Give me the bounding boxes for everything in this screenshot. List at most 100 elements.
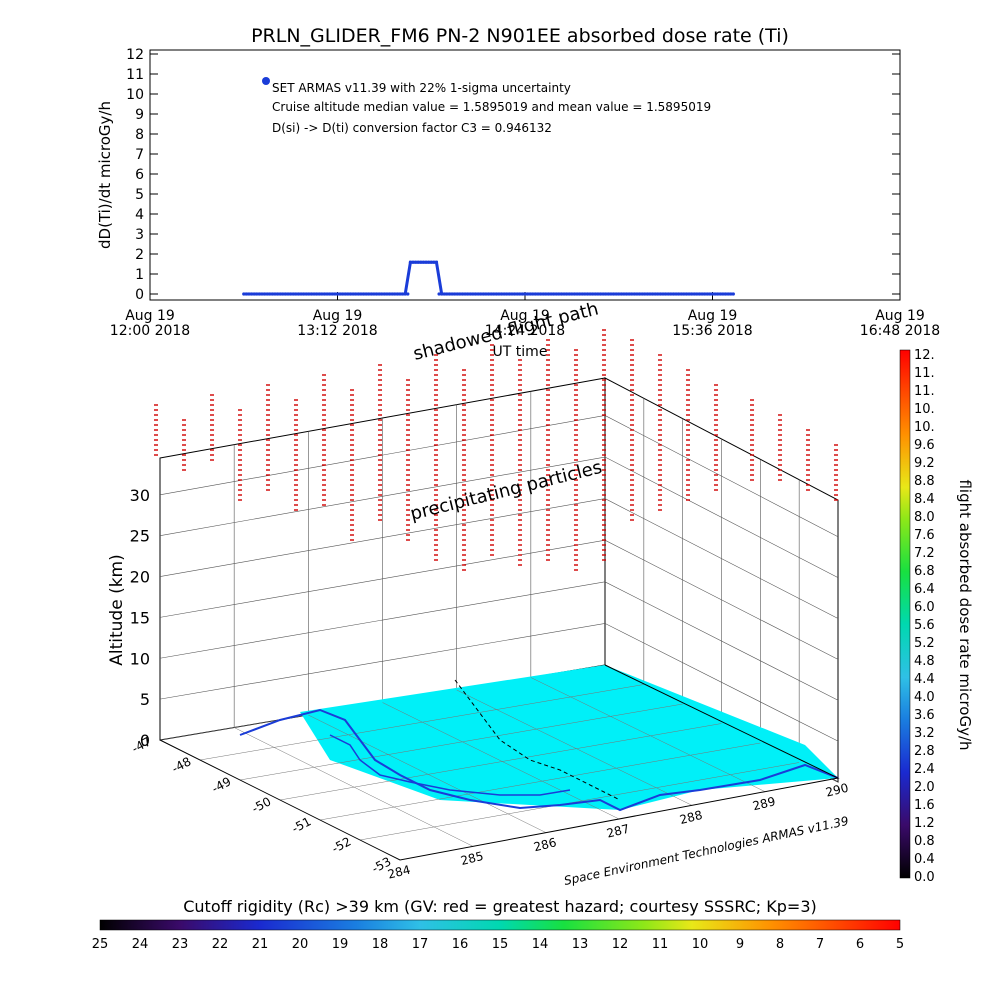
dose-rate-point: [536, 292, 540, 296]
dose-rate-point: [669, 292, 673, 296]
rigidity-colorbar-tick: 9: [736, 937, 744, 952]
dose-rate-line: [243, 260, 734, 296]
rigidity-colorbar-tick: 23: [172, 937, 189, 952]
altitude-tick-label: 0: [140, 731, 150, 750]
dose-colorbar-tick: 3.2: [914, 726, 935, 741]
dose-rate-point: [289, 292, 293, 296]
dose-rate-point: [361, 292, 366, 296]
dose-rate-point: [588, 292, 592, 296]
dose-rate-point: [703, 292, 707, 296]
dose-rate-point: [552, 292, 556, 296]
dose-rate-point: [450, 292, 454, 296]
dose-colorbar: [899, 349, 911, 879]
dose-rate-point: [406, 292, 410, 296]
dose-rate-point: [479, 292, 483, 296]
floor-gridline: [239, 703, 683, 781]
longitude-tick-label: 289: [751, 794, 777, 813]
dose-rate-point: [726, 292, 730, 296]
dose-colorbar-tick: 7.6: [914, 528, 935, 543]
dose-rate-point: [562, 292, 566, 296]
dose-rate-point: [640, 292, 644, 296]
dose-rate-point: [567, 292, 571, 296]
top-y-tick-label: 0: [135, 287, 144, 303]
top-x-tick-time: 12:00 2018: [110, 323, 190, 339]
top-x-axis-label: UT time: [493, 344, 548, 360]
floor-gridline: [234, 727, 474, 847]
dose-rate-point: [481, 292, 485, 296]
dose-rate-point: [401, 292, 405, 296]
dose-rate-point: [374, 292, 379, 296]
dose-rate-point: [244, 292, 248, 296]
dose-rate-point: [273, 292, 277, 296]
floor-gridline: [279, 723, 722, 801]
dose-colorbar-tick: 8.4: [914, 492, 935, 507]
dose-rate-point: [335, 292, 340, 296]
dose-rate-point: [549, 292, 553, 296]
dose-colorbar-tick: 12.: [914, 348, 935, 363]
top-x-tick-time: 14:24 2018: [485, 323, 565, 339]
dose-rate-point: [242, 292, 246, 296]
annotation-3: D(si) -> D(ti) conversion factor C3 = 0.…: [272, 121, 552, 135]
dose-colorbar-tick: 4.4: [914, 672, 935, 687]
dose-rate-point: [414, 260, 418, 264]
rigidity-colorbar-tick: 10: [692, 937, 709, 952]
dose-rate-point: [265, 292, 269, 296]
dose-rate-point: [380, 292, 384, 296]
dose-rate-point: [403, 292, 407, 296]
dose-colorbar-tick: 2.8: [914, 744, 935, 759]
dose-rate-point: [460, 292, 465, 296]
dose-rate-point: [354, 292, 358, 296]
annotation-1: SET ARMAS v11.39 with 22% 1-sigma uncert…: [272, 81, 571, 95]
dose-rate-point: [416, 260, 420, 264]
floor-gridline: [319, 742, 761, 821]
dose-rate-point: [591, 292, 595, 296]
dose-rate-point: [494, 292, 498, 296]
top-y-axis-label: dD(Ti)/dt microGy/h: [96, 101, 114, 249]
dose-rate-point: [565, 292, 569, 296]
dose-colorbar-tick: 5.2: [914, 636, 935, 651]
dose-rate-point: [393, 292, 397, 296]
dose-rate-point: [463, 292, 467, 296]
rigidity-colorbar-tick: 11: [652, 937, 669, 952]
dose-rate-point: [307, 292, 311, 296]
dose-rate-point: [276, 292, 280, 296]
dose-rate-point: [286, 292, 290, 296]
dose-colorbar-tick: 6.0: [914, 600, 935, 615]
dose-rate-point: [299, 292, 303, 296]
dose-rate-point: [570, 292, 574, 296]
altitude-tick-label: 5: [140, 690, 150, 709]
dose-rate-point: [700, 292, 704, 296]
dose-rate-point: [437, 292, 441, 296]
rigidity-colorbar-tick: 8: [776, 937, 784, 952]
dose-rate-point: [687, 292, 691, 296]
dose-colorbar-tick: 10.: [914, 402, 935, 417]
dose-rate-point: [429, 260, 433, 264]
dose-rate-point: [539, 292, 543, 296]
dose-colorbar-tick: 11.: [914, 384, 935, 399]
dose-colorbar-tick: 0.4: [914, 852, 935, 867]
altitude-tick-label: 30: [130, 486, 150, 505]
dose-rate-point: [499, 292, 504, 296]
floor-gridline: [308, 714, 547, 833]
floor-gridline: [530, 677, 766, 792]
rigidity-colorbar-tick: 25: [92, 937, 109, 952]
dose-rate-point: [721, 292, 725, 296]
annotation-2: Cruise altitude median value = 1.5895019…: [272, 100, 711, 114]
dose-rate-point: [598, 292, 603, 296]
dose-rate-point: [528, 292, 532, 296]
dose-rate-point: [520, 292, 524, 296]
dose-rate-point: [486, 292, 491, 296]
dose-colorbar-tick: 11.: [914, 366, 935, 381]
dose-rate-point: [716, 292, 720, 296]
floor-gridline: [382, 702, 620, 820]
top-y-tick-label: 6: [135, 167, 144, 183]
dose-rate-point: [585, 292, 590, 296]
top-x-tick-time: 13:12 2018: [297, 323, 377, 339]
dose-rate-point: [492, 292, 496, 296]
rigidity-colorbar: [99, 919, 901, 931]
dose-rate-point: [387, 292, 392, 296]
dose-rate-point: [338, 292, 342, 296]
dose-rate-point: [502, 292, 506, 296]
